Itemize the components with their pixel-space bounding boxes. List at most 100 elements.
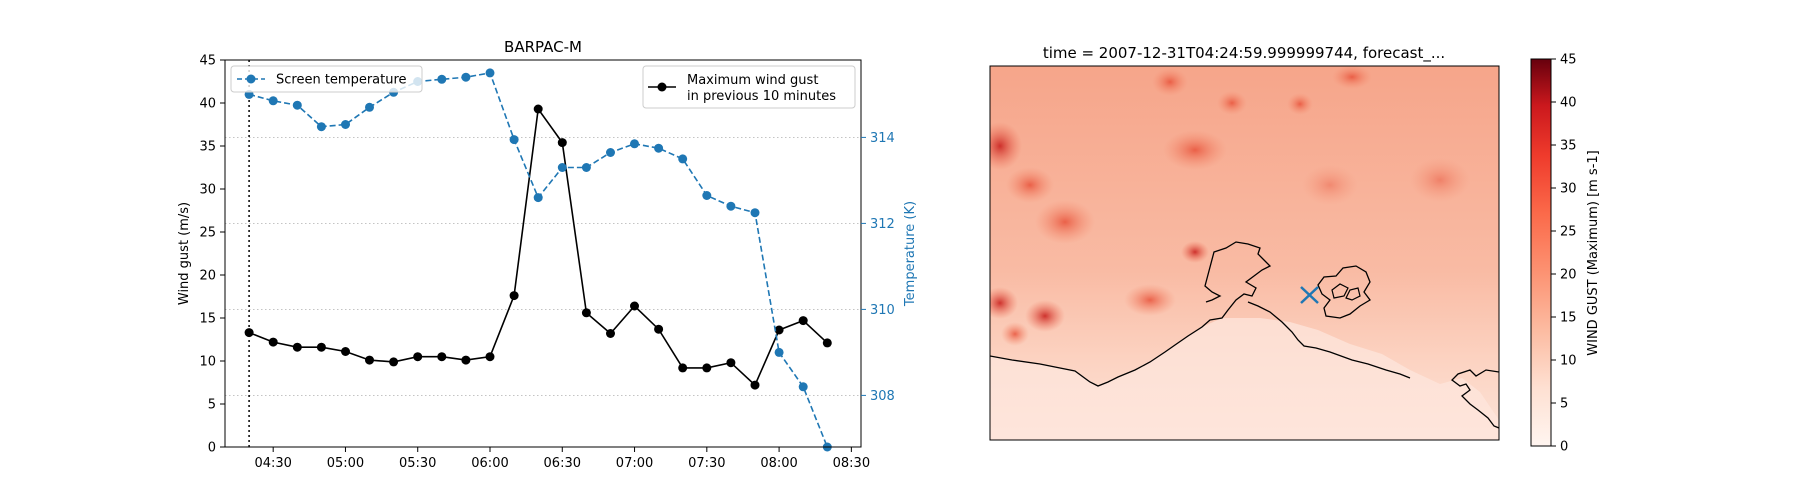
coastline-island: [1345, 287, 1361, 301]
map-blob: [1217, 91, 1247, 115]
gust-point: [437, 352, 447, 362]
gust-point: [365, 355, 374, 365]
legend-temperature-marker: [246, 74, 256, 84]
gust-point: [654, 324, 664, 334]
temperature-point: [485, 68, 495, 78]
x-tick-label: 06:00: [471, 456, 508, 471]
temperature-series-line: [248, 71, 829, 448]
map-blob: [990, 287, 1018, 319]
y2-axis-label: Temperature (K): [903, 201, 918, 307]
y-tick-label: 15: [199, 312, 216, 327]
location-marker: [1300, 286, 1319, 304]
gust-point: [798, 316, 808, 326]
map-field: [990, 66, 1499, 440]
gust-point: [461, 355, 471, 365]
x-axis: 04:30 05:00 05:30 06:00 06:30 07:00 07:30 08:00…: [254, 447, 870, 471]
gust-point: [678, 363, 688, 373]
y-tick-label: 35: [199, 140, 216, 155]
temperature-point: [557, 163, 567, 172]
x-tick-label: 07:00: [616, 456, 653, 471]
legend-temperature-box: [230, 65, 423, 93]
map-blob: [1163, 130, 1227, 170]
right-axis-gridlines: [225, 136, 861, 396]
gust-point: [726, 358, 736, 368]
y2-tick-label: 308: [870, 389, 895, 404]
map-title: time = 2007-12-31T04:24:59.999999744, fo…: [1043, 44, 1445, 63]
temperature-point: [630, 139, 639, 149]
legend-gust-label-line: in previous 10 minutes: [687, 89, 836, 104]
y-tick-label: 40: [199, 97, 216, 112]
sea-area: [990, 318, 1499, 440]
map-blob: [1152, 68, 1188, 96]
gust-point: [774, 325, 784, 335]
coastline: [1247, 301, 1411, 379]
plot-frame: [224, 59, 862, 448]
coastline-island: [1331, 283, 1349, 299]
y-axis-label: Wind gust (m/s): [177, 202, 192, 305]
temperature-point: [316, 122, 326, 132]
chart-title: BARPAC-M: [504, 38, 582, 56]
map-blob: [1124, 284, 1176, 316]
y-axis-left: 0 5 10 15 20 25 30 35 40 45: [199, 54, 225, 456]
gust-point: [509, 291, 519, 301]
temperature-point: [461, 72, 471, 82]
gust-point: [389, 357, 399, 367]
legend-gust-marker: [657, 82, 667, 92]
temperature-point: [654, 143, 664, 153]
y-tick-label: 10: [199, 355, 216, 370]
series-layer: [244, 60, 832, 452]
temperature-point: [437, 74, 447, 84]
gust-point: [822, 338, 832, 348]
map-blob: [1287, 93, 1313, 115]
y-tick-label: 30: [199, 183, 216, 198]
gust-point: [557, 138, 567, 148]
map-blob: [1025, 300, 1065, 332]
x-tick-label: 08:00: [760, 456, 797, 471]
gust-point: [581, 308, 591, 318]
gust-point: [702, 363, 712, 373]
gust-point: [485, 352, 495, 362]
temperature-point: [341, 120, 350, 129]
map-blob: [990, 122, 1022, 170]
map-blob: [1181, 241, 1209, 263]
gust-point: [606, 329, 615, 338]
x-tick-label: 07:30: [688, 456, 725, 471]
wind-gust-map: time = 2007-12-31T04:24:59.999999744, fo…: [989, 44, 1601, 455]
gust-point: [268, 337, 278, 347]
gust-point: [341, 347, 350, 356]
colorbar-tick-label: 10: [1560, 354, 1577, 369]
gust-series-line: [248, 106, 828, 387]
temperature-point: [292, 100, 302, 110]
map-blob: [1332, 66, 1372, 89]
colorbar-tick-label: 0: [1560, 440, 1568, 455]
legend-temperature-label: Screen temperature: [276, 73, 407, 88]
temperature-point: [798, 382, 808, 392]
colorbar-tick-label: 15: [1560, 311, 1577, 326]
y-tick-label: 5: [208, 398, 216, 413]
map-blob: [1035, 200, 1095, 244]
x-tick-label: 08:30: [833, 456, 870, 471]
temperature-point: [533, 193, 543, 203]
x-tick-label: 05:00: [327, 456, 364, 471]
gust-point: [244, 328, 254, 338]
temperature-point: [774, 347, 784, 357]
temperature-point: [750, 208, 760, 218]
map-frame: [989, 65, 1500, 441]
legend-gust-label: Maximum wind gust in previous 10 minutes: [687, 73, 836, 104]
x-tick-label: 05:30: [399, 456, 436, 471]
x-tick-label: 06:30: [544, 456, 581, 471]
legend-gust-label-line: Maximum wind gust: [687, 73, 818, 88]
map-blob: [1006, 167, 1054, 203]
legend-gust-box: [642, 65, 856, 109]
map-blob: [1410, 158, 1470, 202]
temperature-point: [678, 154, 688, 164]
gust-point: [630, 301, 639, 311]
gust-point: [750, 380, 760, 390]
x-tick-label: 04:30: [254, 456, 291, 471]
temperature-point: [606, 148, 615, 157]
colorbar-tick-label: 40: [1560, 96, 1577, 111]
coastline: [1451, 369, 1499, 429]
colorbar-tick-label: 25: [1560, 225, 1577, 240]
temperature-point: [268, 96, 278, 106]
